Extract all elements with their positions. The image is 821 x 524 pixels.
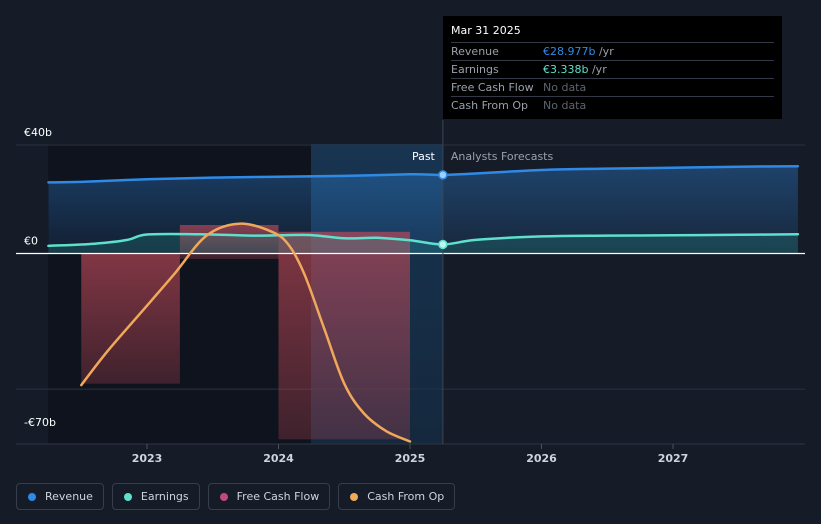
tooltip-label: Revenue — [451, 45, 499, 58]
legend-label: Free Cash Flow — [236, 490, 320, 503]
earnings-area — [48, 233, 798, 254]
legend-dot-icon — [350, 492, 359, 501]
x-tick-label: 2026 — [526, 452, 557, 465]
earnings-marker — [438, 239, 448, 250]
y-tick-label: €40b — [24, 126, 52, 139]
legend-dot-icon — [123, 492, 132, 501]
tooltip-label: Cash From Op — [451, 99, 529, 112]
legend-label: Earnings — [140, 490, 189, 503]
legend-item-free-cash-flow[interactable]: Free Cash Flow — [207, 483, 331, 510]
tooltip-label: Free Cash Flow — [451, 81, 534, 94]
legend-label: Cash From Op — [367, 490, 445, 503]
y-tick-label: -€70b — [24, 416, 56, 429]
legend-item-earnings[interactable]: Earnings — [111, 483, 200, 510]
tooltip-value: €28.977b — [543, 45, 596, 58]
tooltip-date: Mar 31 2025 — [451, 24, 521, 37]
tooltip-row-revenue: Revenue €28.977b /yr — [451, 42, 774, 60]
tooltip-value: No data — [543, 81, 587, 94]
x-tick-label: 2023 — [132, 452, 163, 465]
tooltip-row-cash-from-op: Cash From Op No data — [451, 96, 774, 114]
legend-item-revenue[interactable]: Revenue — [16, 483, 104, 510]
earnings-line — [47, 232, 800, 248]
tooltip-unit: /yr — [595, 45, 614, 58]
legend-item-cash-from-op[interactable]: Cash From Op — [338, 483, 456, 510]
x-tick-label: 2025 — [395, 452, 426, 465]
revenue-marker — [438, 170, 448, 180]
tooltip-row-free-cash-flow: Free Cash Flow No data — [451, 78, 774, 96]
tooltip-label: Earnings — [451, 63, 499, 76]
forecast-label: Analysts Forecasts — [451, 150, 554, 163]
tooltip-unit: /yr — [588, 63, 607, 76]
chart-legend: Revenue Earnings Free Cash Flow Cash Fro… — [16, 483, 456, 510]
tooltip-row-earnings: Earnings €3.338b /yr — [451, 60, 774, 78]
cash-from-op-line — [80, 222, 412, 443]
legend-dot-icon — [28, 492, 36, 501]
tooltip-value: No data — [543, 99, 587, 112]
x-tick-label: 2027 — [658, 452, 689, 465]
x-tick-label: 2024 — [263, 452, 294, 465]
legend-label: Revenue — [45, 490, 93, 503]
past-label: Past — [412, 150, 436, 163]
tooltip-value: €3.338b — [543, 63, 589, 76]
y-tick-label: €0 — [24, 235, 38, 248]
hover-tooltip: Mar 31 2025 Revenue €28.977b /yr Earning… — [443, 16, 782, 119]
legend-dot-icon — [219, 492, 228, 501]
revenue-line — [47, 164, 800, 184]
